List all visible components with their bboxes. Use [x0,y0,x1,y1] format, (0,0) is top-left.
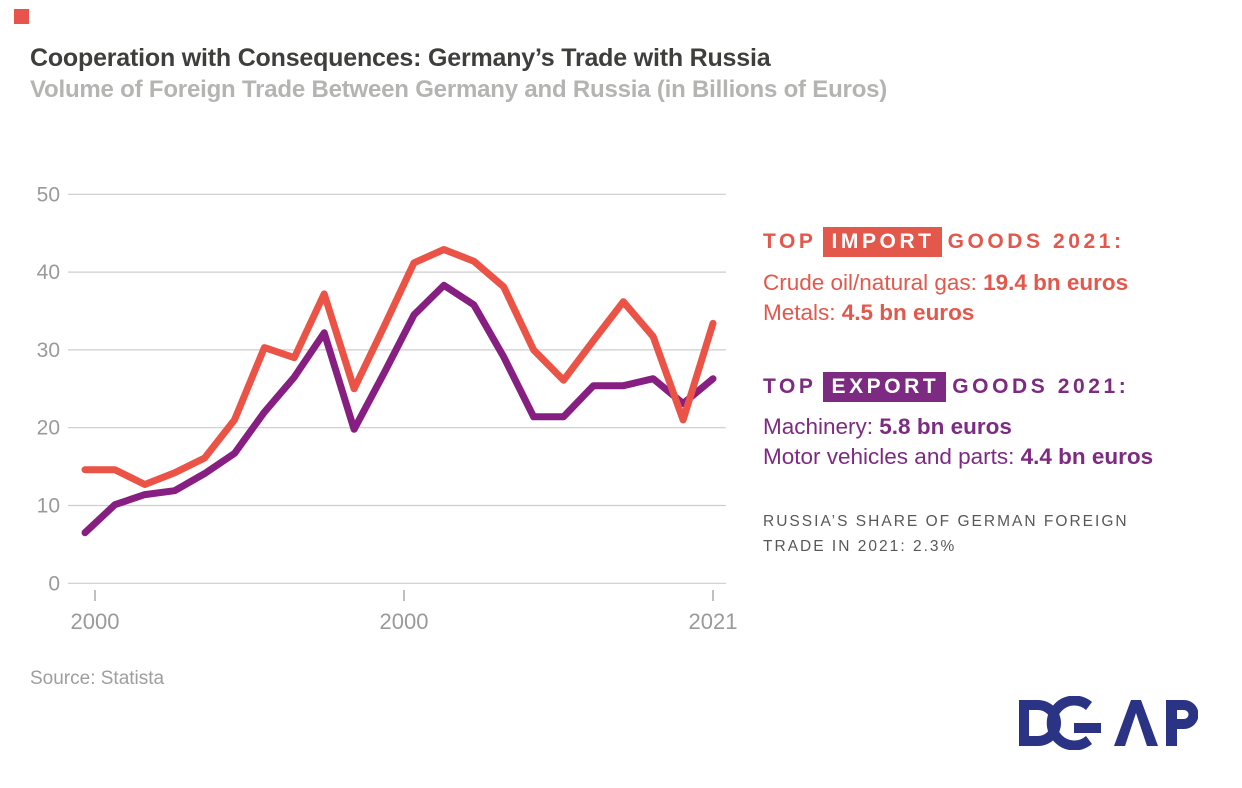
source-credit: Source: Statista [30,668,165,689]
svg-text:0: 0 [48,572,60,595]
dgap-logo-glyphs [1019,696,1198,750]
import-item-1: Crude oil/natural gas: 19.4 bn euros [763,270,1129,295]
svg-text:10: 10 [37,495,60,518]
svg-text:30: 30 [37,339,60,362]
import-heading-pre: TOP [763,230,817,253]
import-item-2: Metals: 4.5 bn euros [763,300,975,325]
page-subtitle: Volume of Foreign Trade Between Germany … [30,76,888,103]
export-goods-heading: TOP EXPORT GOODS 2021: [763,372,1129,402]
trade-line-chart: 50 40 30 20 10 0 2000 2000 2021 [37,183,738,634]
export-item-2: Motor vehicles and parts: 4.4 bn euros [763,444,1154,469]
brand-red-square-icon [14,9,29,24]
import-heading-tag: IMPORT [822,227,942,257]
import-heading-post: GOODS 2021: [947,230,1125,253]
svg-text:20: 20 [37,417,60,440]
svg-text:2000: 2000 [71,609,120,634]
export-goods-list: Machinery: 5.8 bn euros Motor vehicles a… [763,412,1153,472]
export-heading-pre: TOP [763,375,817,398]
import-goods-list: Crude oil/natural gas: 19.4 bn euros Met… [763,268,1128,328]
svg-text:50: 50 [37,183,60,206]
export-item-1: Machinery: 5.8 bn euros [763,414,1012,439]
russia-share-note: RUSSIA’S SHARE OF GERMAN FOREIGN TRADE I… [763,513,1129,555]
page-title: Cooperation with Consequences: Germany’s… [30,44,771,72]
svg-text:2000: 2000 [380,609,429,634]
dgap-logo [1019,696,1198,750]
export-heading-post: GOODS 2021: [952,375,1130,398]
svg-text:2021: 2021 [689,609,738,634]
export-heading-tag: EXPORT [822,372,947,402]
import-goods-heading: TOP IMPORT GOODS 2021: [763,227,1125,257]
svg-text:40: 40 [37,261,60,284]
